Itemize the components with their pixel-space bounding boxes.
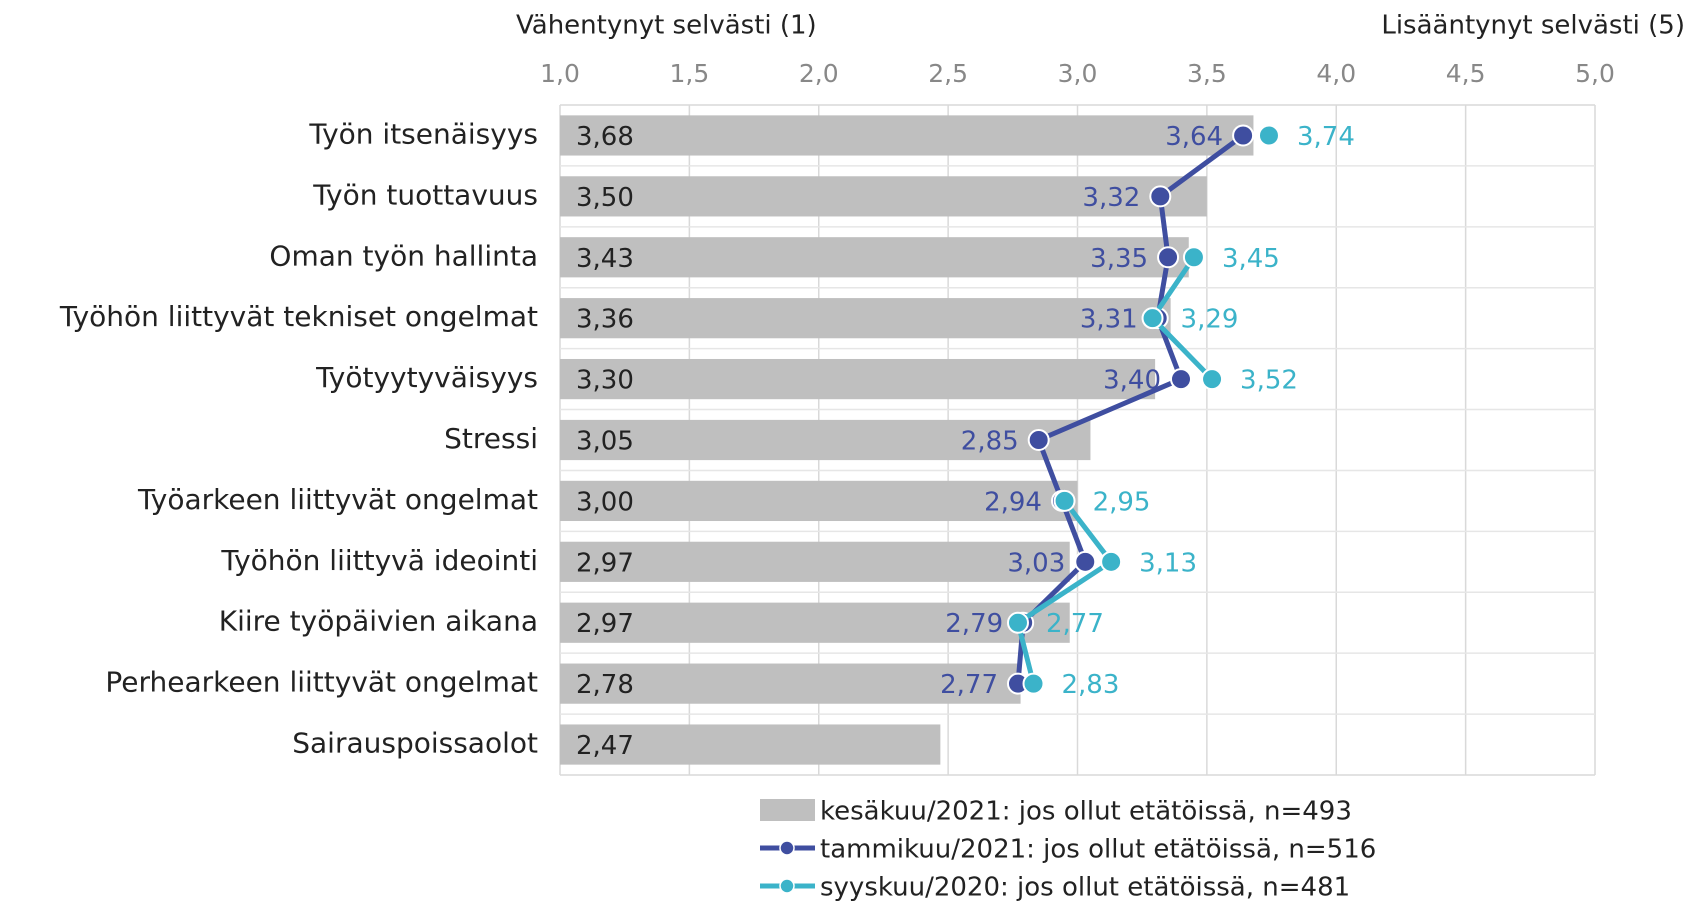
marker	[1257, 124, 1280, 147]
legend-label: syyskuu/2020: jos ollut etätöissä, n=481	[820, 873, 1350, 903]
line-value-label: 2,83	[1062, 670, 1120, 700]
line-value-label: 3,35	[1090, 244, 1148, 274]
marker	[1006, 611, 1029, 634]
x-tick-label: 3,0	[1058, 59, 1098, 88]
x-tick-label: 4,5	[1446, 59, 1486, 88]
bar-value-label: 3,05	[576, 427, 634, 457]
line-value-label: 2,95	[1093, 487, 1151, 517]
line	[1015, 133, 1245, 684]
x-tick-label: 4,0	[1316, 59, 1356, 88]
line-value-label: 3,52	[1240, 366, 1298, 396]
line-value-label: 3,29	[1181, 305, 1239, 335]
y-tick-label: Työtyytyväisyys	[315, 361, 538, 394]
y-tick-label: Kiire työpäivien aikana	[219, 605, 538, 638]
line-value-label: 2,85	[961, 427, 1019, 457]
y-tick-label: Stressi	[444, 422, 538, 455]
bar-value-label: 3,36	[576, 305, 634, 335]
y-tick-label: Perhearkeen liittyvät ongelmat	[105, 666, 538, 699]
marker	[1053, 489, 1076, 512]
line-value-label: 3,03	[1007, 548, 1065, 578]
line-value-label: 3,45	[1222, 244, 1280, 274]
line-value-label: 3,31	[1080, 305, 1138, 335]
bar	[560, 419, 1091, 461]
marker	[1149, 185, 1172, 208]
bar	[560, 115, 1254, 156]
bar	[560, 541, 1070, 582]
bar-value-label: 3,00	[576, 487, 634, 517]
legend-swatch	[779, 840, 795, 856]
bar-value-label: 3,30	[576, 366, 634, 396]
line-value-label: 2,77	[940, 670, 998, 700]
bar	[560, 237, 1189, 278]
marker	[1157, 246, 1180, 269]
x-tick-label: 2,0	[799, 59, 839, 88]
line-value-label: 3,74	[1297, 122, 1355, 152]
y-tick-label: Työhön liittyvä ideointi	[220, 544, 538, 577]
bar	[560, 602, 1070, 643]
bar-value-label: 3,43	[576, 244, 634, 274]
marker	[1141, 307, 1164, 330]
y-tick-label: Oman työn hallinta	[269, 239, 538, 272]
x-tick-label: 1,0	[540, 59, 580, 88]
y-tick-label: Sairauspoissaolot	[292, 727, 538, 760]
marker	[1201, 368, 1224, 391]
legend-swatch	[779, 878, 795, 894]
bar	[560, 176, 1207, 217]
bar-value-label: 3,68	[576, 122, 634, 152]
line-value-label: 3,64	[1165, 122, 1223, 152]
line-value-label: 2,77	[1046, 609, 1104, 639]
y-tick-label: Työhön liittyvät tekniset ongelmat	[59, 300, 538, 333]
marker	[1100, 550, 1123, 573]
x-tick-label: 3,5	[1187, 59, 1227, 88]
bar	[560, 298, 1171, 339]
bar-value-label: 2,97	[576, 548, 634, 578]
bar-value-label: 2,97	[576, 609, 634, 639]
marker	[1232, 124, 1255, 147]
bar-value-label: 3,50	[576, 183, 634, 213]
line-value-label: 2,94	[984, 487, 1042, 517]
bar-value-label: 2,47	[576, 731, 634, 761]
bar	[560, 480, 1078, 522]
x-tick-label: 5,0	[1575, 59, 1615, 88]
legend-label: tammikuu/2021: jos ollut etätöissä, n=51…	[820, 835, 1376, 865]
marker	[1027, 429, 1050, 451]
y-tick-label: Työn itsenäisyys	[308, 117, 538, 150]
x-tick-label: 2,5	[928, 59, 968, 88]
marker	[1074, 550, 1097, 573]
bar-value-label: 2,78	[576, 670, 634, 700]
marker	[1170, 368, 1192, 391]
marker	[1022, 672, 1045, 695]
bar	[560, 358, 1156, 400]
marker	[1182, 246, 1205, 269]
bar	[560, 663, 1021, 704]
legend-swatch	[760, 799, 815, 821]
bar	[560, 724, 941, 765]
line-value-label: 2,79	[945, 609, 1003, 639]
y-tick-label: Työn tuottavuus	[312, 178, 538, 211]
x-label-left: Vähentynyt selvästi (1)	[516, 11, 817, 41]
line-value-label: 3,13	[1139, 548, 1197, 578]
x-tick-label: 1,5	[669, 59, 709, 88]
line-value-label: 3,40	[1103, 366, 1161, 396]
legend-label: kesäkuu/2021: jos ollut etätöissä, n=493	[820, 797, 1352, 827]
y-tick-label: Työarkeen liittyvät ongelmat	[137, 483, 538, 516]
x-label-right: Lisääntynyt selvästi (5)	[1381, 11, 1685, 41]
line-value-label: 3,32	[1082, 183, 1140, 213]
